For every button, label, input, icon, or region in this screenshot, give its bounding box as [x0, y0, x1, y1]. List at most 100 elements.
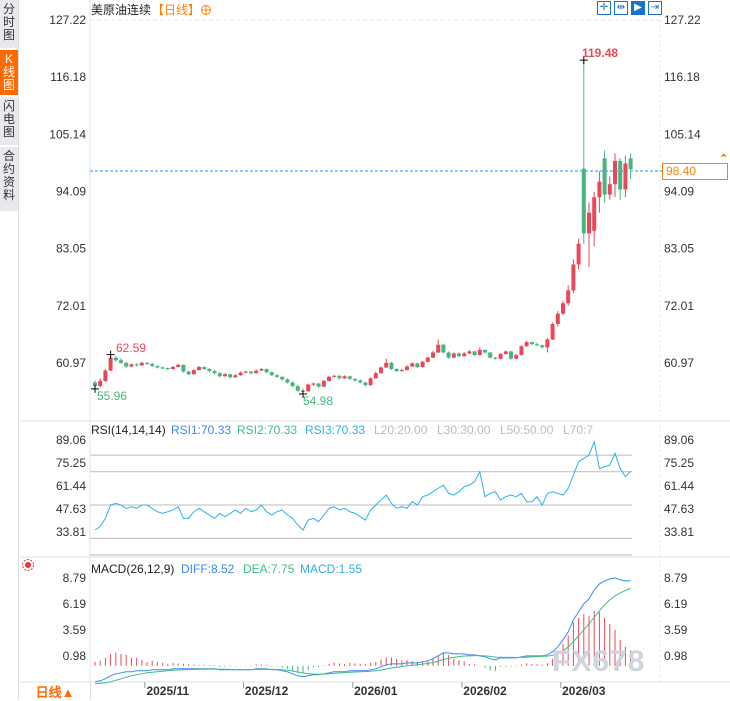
- date-tick-label: 2026/03: [562, 684, 606, 698]
- candle-body: [197, 366, 201, 371]
- candle-body: [233, 375, 238, 378]
- candle-body: [363, 382, 368, 386]
- candle-body: [446, 352, 451, 358]
- rsi2-value: RSI2:70.33: [237, 423, 297, 437]
- rsi-l20: L20:20.00: [374, 423, 428, 437]
- candle-body: [238, 372, 243, 376]
- macd-tick-left: 3.59: [63, 623, 87, 637]
- candle-body: [555, 313, 560, 324]
- rsi-l70: L70:7: [563, 423, 593, 437]
- rsi-pane: [90, 439, 632, 556]
- candle-body: [191, 370, 196, 375]
- tab-time-share[interactable]: 分时图: [0, 0, 18, 49]
- candle-body: [181, 364, 186, 372]
- candle-body: [327, 376, 331, 381]
- macd-tick-right: 3.59: [664, 623, 688, 637]
- candle-body: [483, 349, 487, 353]
- candle-body: [176, 364, 181, 367]
- candle-body: [129, 364, 134, 367]
- candle-body: [332, 375, 337, 377]
- candle-body: [254, 370, 259, 374]
- extreme-marker: [91, 384, 99, 393]
- high-label: 62.59: [116, 341, 146, 355]
- candle-body: [353, 378, 357, 381]
- period-button[interactable]: 日线▲: [20, 682, 91, 700]
- candle-body: [592, 197, 597, 231]
- plus-circle-icon[interactable]: [201, 5, 211, 15]
- date-tick-label: 2025/12: [245, 684, 289, 698]
- candle-body: [98, 380, 103, 387]
- candle-body: [457, 353, 461, 357]
- candle-body: [134, 364, 139, 366]
- candle-body: [368, 378, 373, 386]
- tab-flash[interactable]: 闪电图: [0, 97, 18, 146]
- indicator-settings-icon[interactable]: [22, 559, 34, 571]
- sidebar: 分时图 K线图 闪电图 合约资料: [0, 0, 19, 699]
- tab-contract-info[interactable]: 合约资料: [0, 147, 18, 212]
- period-label: 【日线】: [152, 3, 200, 17]
- candle-body: [477, 349, 482, 356]
- candle-body: [290, 382, 295, 387]
- low-label-left: 55.96: [97, 389, 127, 403]
- candle-body: [488, 352, 493, 358]
- candle-body: [186, 371, 191, 375]
- candle-body: [566, 290, 571, 304]
- candle-body: [524, 342, 529, 347]
- fit-icon[interactable]: ▶: [631, 1, 645, 15]
- rsi-tick-left: 47.63: [56, 502, 86, 516]
- candle-body: [420, 361, 425, 367]
- candle-body: [425, 357, 430, 362]
- candle-body: [311, 383, 316, 385]
- candle-body: [410, 363, 415, 367]
- rsi-tick-right: 47.63: [664, 502, 694, 516]
- candles: [91, 56, 633, 398]
- candle-body: [150, 363, 155, 366]
- candle-body: [155, 365, 160, 368]
- rsi-tick-right: 33.81: [664, 525, 694, 539]
- max-price-label: 119.48: [582, 46, 618, 60]
- candle-body: [613, 160, 617, 185]
- candle-body: [519, 346, 524, 356]
- price-tick-left: 105.14: [49, 127, 86, 141]
- candle-body: [503, 351, 508, 355]
- tab-kline[interactable]: K线图: [0, 50, 18, 96]
- range-icon[interactable]: ⇹: [614, 1, 628, 15]
- macd-tick-right: 6.19: [664, 597, 688, 611]
- rsi-tick-left: 89.06: [56, 433, 86, 447]
- crosshair-icon[interactable]: ✛: [597, 1, 611, 15]
- candle-body: [581, 168, 586, 234]
- candle-body: [280, 376, 285, 380]
- candle-body: [493, 357, 498, 359]
- candle-body: [160, 367, 165, 369]
- price-tick-left: 127.22: [49, 13, 86, 27]
- extreme-marker: [579, 56, 588, 65]
- scroll-up-icon[interactable]: ⏶: [720, 150, 728, 160]
- candle-body: [202, 366, 207, 370]
- macd-dea-value: DEA:7.75: [243, 562, 295, 576]
- candle-body: [295, 386, 300, 391]
- candle-body: [431, 352, 435, 358]
- price-tick-right: 72.01: [664, 299, 694, 313]
- macd-tick-right: 8.79: [664, 571, 688, 585]
- candle-body: [275, 375, 279, 377]
- date-tick-label: 2026/01: [354, 684, 398, 698]
- candle-body: [358, 380, 363, 383]
- scroll-right-icon[interactable]: ⇥: [648, 1, 662, 15]
- macd-tick-left: 6.19: [63, 597, 87, 611]
- price-tick-right: 105.14: [664, 127, 701, 141]
- candle-body: [628, 158, 633, 170]
- price-tick-left: 72.01: [56, 299, 86, 313]
- candle-body: [171, 366, 175, 370]
- price-tick-left: 83.05: [56, 242, 86, 256]
- candle-body: [571, 264, 576, 291]
- rsi-line: [94, 439, 631, 531]
- candle-body: [597, 181, 602, 198]
- macd-diff-value: DIFF:8.52: [181, 562, 235, 576]
- candle-body: [306, 384, 311, 392]
- candle-body: [618, 160, 623, 190]
- candle-body: [139, 362, 144, 366]
- candle-body: [535, 344, 539, 346]
- candle-body: [462, 353, 467, 357]
- candle-body: [212, 371, 217, 374]
